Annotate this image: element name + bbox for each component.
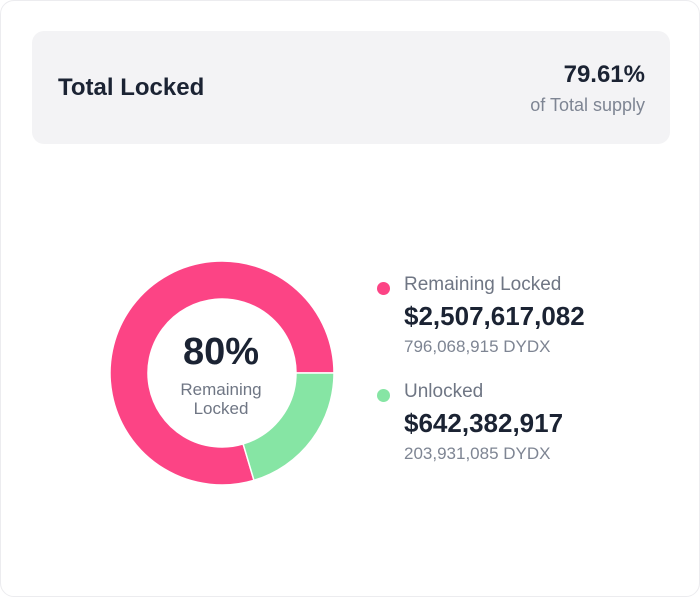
donut-chart — [109, 260, 335, 486]
donut-center-label: Remaining Locked — [180, 380, 262, 418]
legend-dot-unlocked — [377, 389, 390, 402]
legend-label: Remaining Locked — [404, 274, 562, 295]
legend-dot-remaining-locked — [377, 282, 390, 295]
card-title: Total Locked — [58, 74, 205, 101]
donut-center-percent: 80% — [182, 331, 260, 373]
total-locked-percent: 79.61% — [563, 61, 645, 88]
summary-header: Total Locked 79.61% of Total supply — [32, 31, 670, 144]
total-supply-caption: of Total supply — [530, 95, 645, 115]
legend-label: Unlocked — [404, 381, 484, 402]
donut-slice-unlocked[interactable] — [242, 372, 335, 482]
donut-slice-remaining-locked[interactable] — [109, 260, 335, 486]
legend-token-amount: 796,068,915 DYDX — [404, 337, 551, 356]
legend-token-amount: 203,931,085 DYDX — [404, 444, 551, 463]
legend-usd-value: $642,382,917 — [404, 408, 564, 438]
legend-usd-value: $2,507,617,082 — [404, 301, 585, 331]
